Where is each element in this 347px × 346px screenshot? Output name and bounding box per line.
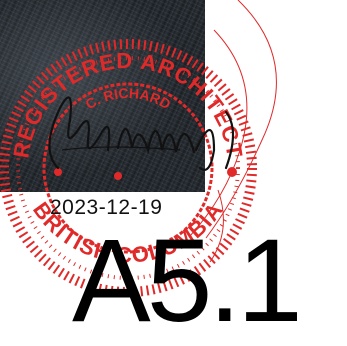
seal-dot-right — [227, 167, 237, 177]
seal-dot-bottom — [114, 172, 122, 180]
seal-dotted-ring — [16, 56, 240, 280]
seal-date: 2023-12-19 — [50, 196, 163, 219]
seal-inner-ring — [42, 82, 214, 254]
seal-outer-ring — [0, 39, 257, 297]
seal-dot-left — [54, 168, 62, 176]
sheet-number: A5.1 — [72, 215, 303, 346]
